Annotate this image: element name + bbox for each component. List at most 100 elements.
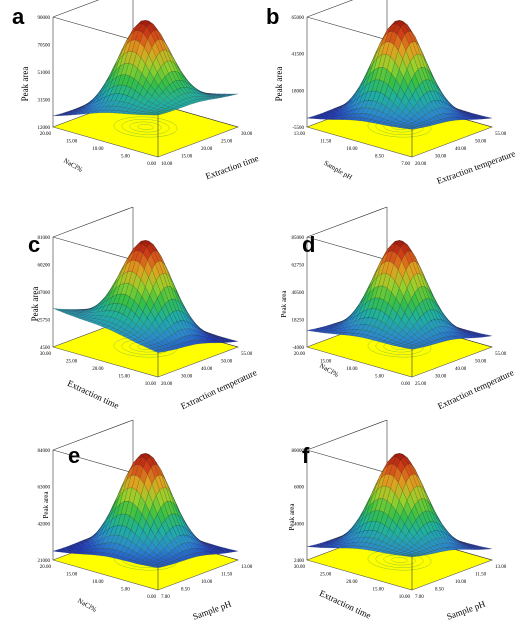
x-tick-label: 30.00 (181, 375, 193, 380)
x-tick-label: 20.00 (201, 147, 213, 152)
y-tick-label: 30.00 (40, 352, 52, 357)
z-tick-label: 63000 (38, 486, 51, 491)
x-tick-label: 10.00 (201, 580, 213, 585)
surface-plot-a-svg: a 900007050051000315001200010.0015.0020.… (8, 2, 258, 202)
z-tick-label: 4500 (40, 346, 51, 351)
x-tick-label: 11.50 (221, 573, 233, 578)
y-tick-label: 7.00 (401, 162, 410, 167)
y-tick-label: 20.00 (40, 565, 52, 570)
box-edge (53, 0, 133, 17)
surface-plot-f-svg: f 800006000400024007.008.5010.0011.5013.… (262, 435, 512, 635)
y-axis-label: NaCl% (62, 157, 84, 174)
panel-label: a (12, 4, 25, 29)
x-axis-label: Sample pH (445, 598, 487, 621)
x-tick-label: 40.00 (455, 367, 467, 372)
y-tick-label: 10.00 (346, 147, 358, 152)
y-tick-label: 20.00 (40, 132, 52, 137)
z-tick-label: 18000 (292, 89, 305, 94)
x-tick-label: 50.00 (475, 360, 487, 365)
z-tick-label: 90000 (38, 16, 51, 21)
x-tick-label: 10.00 (455, 580, 467, 585)
x-tick-label: 30.00 (241, 132, 253, 137)
surface-plot-c-svg: c 81000602004700025750450020.0030.0040.0… (8, 222, 258, 422)
z-tick-label: 40500 (292, 291, 305, 296)
x-tick-label: 30.00 (435, 375, 447, 380)
y-tick-label: 15.00 (373, 588, 385, 593)
panel-label: b (266, 4, 279, 29)
z-tick-label: 6000 (294, 486, 305, 491)
z-tick-label: 80000 (292, 449, 305, 454)
x-tick-label: 55.00 (495, 132, 507, 137)
y-axis-label: NaCl% (76, 597, 98, 614)
z-tick-label: 18250 (292, 319, 305, 324)
z-tick-label: -4000 (292, 346, 304, 351)
x-tick-label: 13.00 (495, 565, 507, 570)
y-tick-label: 10.00 (92, 147, 104, 152)
z-tick-label: 42000 (38, 522, 51, 527)
z-tick-label: 70500 (38, 44, 51, 49)
y-tick-label: 10.00 (92, 580, 104, 585)
z-tick-label: 12000 (38, 126, 51, 131)
x-tick-label: 8.50 (435, 588, 444, 593)
z-tick-label: 65000 (292, 16, 305, 21)
y-tick-label: 15.00 (119, 375, 131, 380)
z-tick-label: 21000 (38, 559, 51, 564)
box-edge (307, 420, 387, 450)
x-tick-label: 25.00 (415, 382, 427, 387)
y-axis-label: Extraction time (318, 588, 373, 621)
x-tick-label: 50.00 (221, 360, 233, 365)
y-tick-label: 20.00 (294, 352, 306, 357)
z-axis-label: Peak area (30, 287, 40, 322)
surface-plot-d-svg: d 85000627504050018250-400025.0030.0040.… (262, 222, 512, 422)
y-tick-label: 10.00 (346, 367, 358, 372)
z-tick-label: 81000 (38, 236, 51, 241)
x-tick-label: 25.00 (221, 140, 233, 145)
y-tick-label: 20.00 (346, 580, 358, 585)
y-tick-label: 15.00 (66, 573, 78, 578)
x-tick-label: 30.00 (435, 155, 447, 160)
x-axis-label: Sample pH (191, 598, 233, 621)
box-edge (53, 420, 133, 450)
z-axis-label: Peak area (280, 290, 288, 318)
y-tick-label: 0.00 (147, 162, 156, 167)
z-tick-label: 31500 (38, 99, 51, 104)
surface-plot-e-svg: e 840006300042000210007.008.5010.0011.50… (8, 435, 258, 635)
x-tick-label: 7.00 (161, 595, 170, 600)
x-tick-label: 20.00 (415, 162, 427, 167)
y-tick-label: 30.00 (294, 565, 306, 570)
panel-label: f (302, 443, 310, 468)
x-tick-label: 8.50 (181, 588, 190, 593)
y-tick-label: 8.50 (375, 155, 384, 160)
z-tick-label: 62750 (292, 264, 305, 269)
box-edge (307, 207, 387, 237)
y-tick-label: 25.00 (320, 573, 332, 578)
y-tick-label: 10.00 (399, 595, 411, 600)
y-tick-label: 15.00 (66, 140, 78, 145)
y-tick-label: 0.00 (401, 382, 410, 387)
x-axis-label: Extraction temperature (435, 148, 516, 186)
x-tick-label: 40.00 (455, 147, 467, 152)
y-axis-label: Sample pH (322, 159, 353, 182)
panel-label: e (68, 443, 80, 468)
x-tick-label: 10.00 (161, 162, 173, 167)
panel-label: d (302, 232, 315, 257)
y-tick-label: 5.00 (375, 375, 384, 380)
x-axis-label: Extraction temperature (436, 367, 515, 411)
box-edge (307, 0, 387, 17)
x-tick-label: 15.00 (181, 155, 193, 160)
x-tick-label: 50.00 (475, 140, 487, 145)
x-tick-label: 55.00 (241, 352, 253, 357)
x-tick-label: 55.00 (495, 352, 507, 357)
z-axis-label: Peak area (20, 67, 30, 102)
y-tick-label: 0.00 (147, 595, 156, 600)
y-tick-label: 10.00 (145, 382, 157, 387)
surface-plot-b-svg: b 650004150018000-550020.0030.0040.0050.… (262, 2, 512, 202)
x-tick-label: 11.50 (475, 573, 487, 578)
y-tick-label: 5.00 (121, 588, 130, 593)
